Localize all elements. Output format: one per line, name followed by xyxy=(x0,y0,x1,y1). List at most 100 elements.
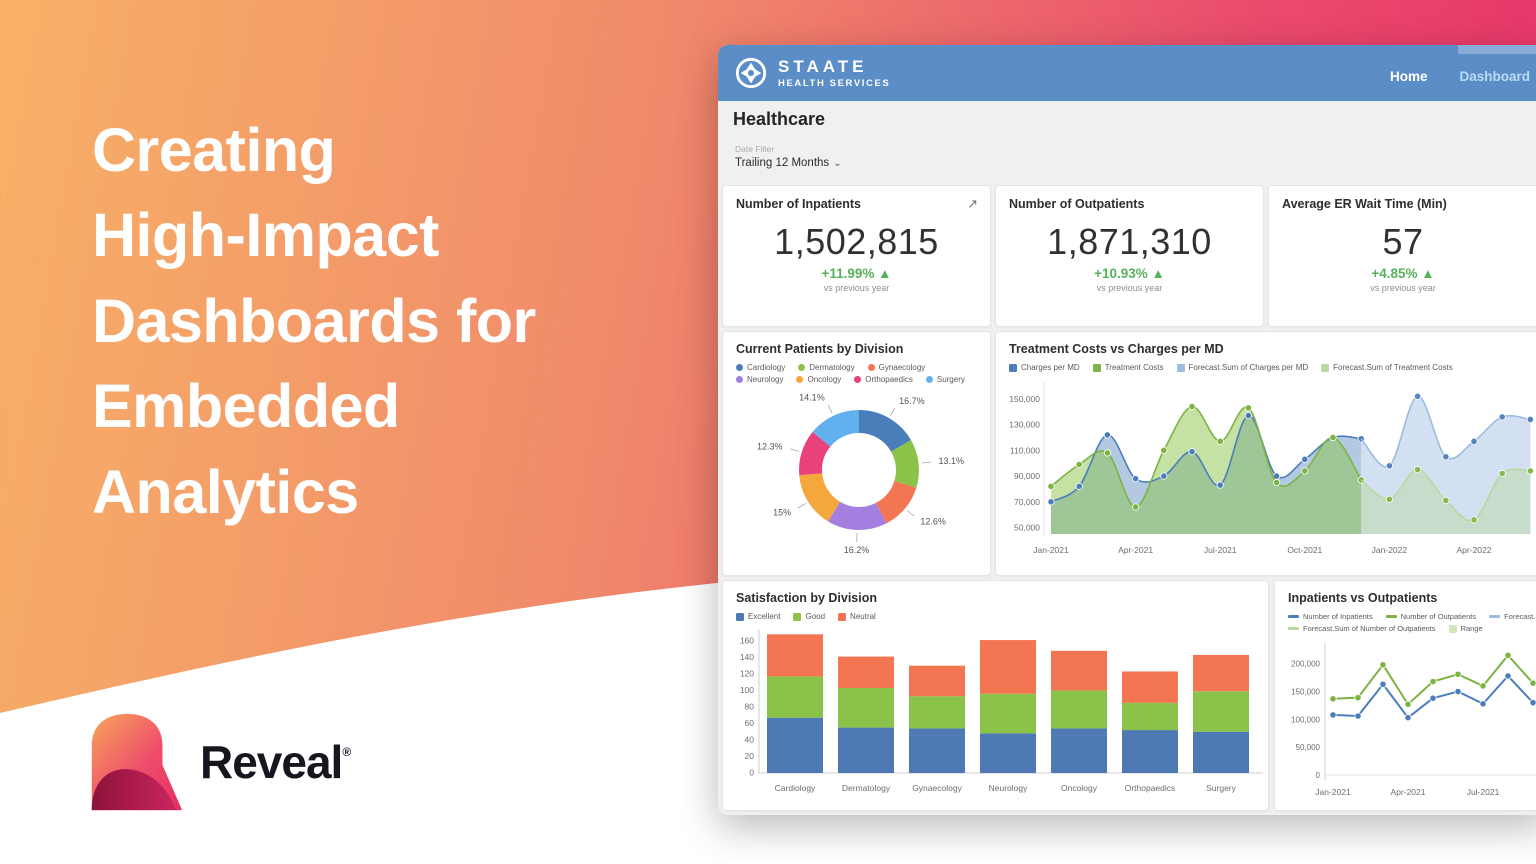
y-tick-label: 0 xyxy=(1316,771,1321,780)
donut-chart: 16.7% 13.1% 12.6% 16.2% 15% 12.3% 14.1% xyxy=(757,393,964,555)
data-point xyxy=(1132,503,1140,511)
legend-row: Number of Inpatients Number of Outpatient… xyxy=(1288,612,1536,621)
bar-segment xyxy=(1122,671,1178,703)
data-point xyxy=(1470,516,1478,524)
legend-marker xyxy=(854,376,862,383)
data-point xyxy=(1216,437,1224,445)
x-tick-label: Jan-2021 xyxy=(1315,787,1351,797)
legend-row: Neurology Oncology Orthopaedics Surgery xyxy=(736,375,990,384)
legend-label: Good xyxy=(805,612,826,621)
date-filter-label: Date Filter xyxy=(735,144,775,154)
donut-label-line xyxy=(921,461,931,464)
legend-marker xyxy=(736,364,743,371)
legend-item[interactable]: Number of Inpatients xyxy=(1288,612,1373,621)
data-point xyxy=(1160,472,1168,480)
legend-item[interactable]: Range xyxy=(1448,624,1483,633)
legend-item[interactable]: Forecast.Sum of Number of Inpatients xyxy=(1489,612,1536,621)
x-tick-label: Apr-2021 xyxy=(1118,545,1153,555)
staate-brand-subtitle: HEALTH SERVICES xyxy=(778,77,891,89)
data-point xyxy=(1244,404,1252,412)
bar-segment xyxy=(838,727,894,773)
kpi-note: vs previous year xyxy=(1370,283,1436,293)
legend-item[interactable]: Cardiology xyxy=(736,363,785,372)
x-category-label: Oncology xyxy=(1061,783,1098,793)
legend-label: Dermatology xyxy=(809,363,855,372)
y-tick-label: 110,000 xyxy=(1010,445,1040,455)
data-point xyxy=(1413,466,1422,474)
legend-item[interactable]: Number of Outpatients xyxy=(1385,612,1476,621)
bar-segment xyxy=(1193,654,1249,692)
data-point xyxy=(1075,460,1083,469)
legend-item[interactable]: Neurology xyxy=(736,375,783,384)
legend-label: Forecast.Sum of Number of Inpatients xyxy=(1504,612,1536,621)
legend-row: Cardiology Dermatology Gynaecology xyxy=(736,363,990,372)
legend-item[interactable]: Forecast.Sum of Charges per MD xyxy=(1176,363,1309,372)
donut-label-line xyxy=(797,503,806,509)
data-point xyxy=(1526,467,1535,475)
x-tick-label: Jul-2021 xyxy=(1204,545,1237,555)
legend-item[interactable]: Treatment Costs xyxy=(1092,363,1164,372)
hero-title: Creating High-Impact Dashboards for Embe… xyxy=(92,116,536,526)
chart-title: Current Patients by Division xyxy=(736,342,904,356)
y-tick-label: 60 xyxy=(745,718,755,728)
registered-mark: ® xyxy=(342,745,351,759)
nav-item-dashboard[interactable]: Dashboard xyxy=(1459,68,1530,84)
data-point xyxy=(1301,455,1309,463)
legend-label: Treatment Costs xyxy=(1104,363,1164,372)
legend-item[interactable]: Good xyxy=(793,612,825,621)
data-point xyxy=(1529,699,1536,707)
kpi-delta: +10.93% ▲ xyxy=(1094,266,1165,281)
legend-label: Forecast.Sum of Charges per MD xyxy=(1188,363,1309,372)
donut-legend: Cardiology Dermatology Gynaecology Neurolog… xyxy=(723,356,990,384)
legend-label: Range xyxy=(1460,624,1483,633)
x-tick-label: Jan-2022 xyxy=(1372,545,1408,555)
legend-marker xyxy=(1009,363,1017,372)
legend-item[interactable]: Orthopaedics xyxy=(854,375,913,384)
data-point xyxy=(1404,714,1412,722)
data-point xyxy=(1047,482,1055,490)
y-tick-label: 100,000 xyxy=(1291,715,1320,724)
data-point xyxy=(1504,651,1512,659)
data-point xyxy=(1047,498,1055,506)
data-point xyxy=(1301,467,1309,475)
y-tick-label: 120 xyxy=(740,668,754,678)
bar-segment xyxy=(1051,728,1107,773)
kpi-card-outpatients: Number of Outpatients 1,871,310 +10.93% … xyxy=(995,185,1264,327)
dashboard-nav: Home Dashboard xyxy=(1390,63,1530,84)
nav-item-home[interactable]: Home xyxy=(1389,68,1428,84)
legend-item[interactable]: Charges per MD xyxy=(1009,363,1080,372)
legend-item[interactable]: Excellent xyxy=(736,612,780,621)
data-point xyxy=(1454,670,1462,678)
legend-marker xyxy=(1176,363,1185,372)
donut-slice xyxy=(828,501,887,530)
x-category-label: Neurology xyxy=(989,783,1028,793)
y-tick-label: 40 xyxy=(745,734,755,744)
donut-slice xyxy=(812,410,859,447)
bar-segment xyxy=(1051,650,1107,691)
y-tick-label: 150,000 xyxy=(1291,688,1320,697)
y-tick-label: 70,000 xyxy=(1014,497,1040,507)
donut-slice xyxy=(859,410,912,452)
chevron-down-icon: ⌄ xyxy=(833,158,842,169)
y-tick-label: 200,000 xyxy=(1291,660,1320,669)
data-point xyxy=(1188,448,1196,456)
kpi-note: vs previous year xyxy=(823,283,890,293)
donut-label-line xyxy=(790,448,799,452)
date-filter-dropdown[interactable]: Trailing 12 Months ⌄ xyxy=(735,157,842,169)
legend-item[interactable]: Oncology xyxy=(796,375,841,384)
reveal-logo: Reveal® xyxy=(78,708,351,816)
legend-item[interactable]: Surgery xyxy=(925,375,965,384)
legend-item[interactable]: Forecast.Sum of Treatment Costs xyxy=(1321,363,1453,372)
kpi-value: 1,871,310 xyxy=(1047,221,1212,262)
legend-item[interactable]: Gynaecology xyxy=(867,363,925,372)
bar-segment xyxy=(1122,730,1178,773)
y-tick-label: 130,000 xyxy=(1009,420,1040,430)
expand-icon[interactable]: ↗ xyxy=(967,196,978,211)
legend-marker xyxy=(867,364,875,371)
data-point xyxy=(1103,431,1112,439)
legend-label: Neurology xyxy=(747,375,784,384)
legend-item[interactable]: Forecast.Sum of Number of Outpatients xyxy=(1288,624,1436,633)
y-tick-label: 50,000 xyxy=(1014,523,1040,533)
legend-item[interactable]: Neutral xyxy=(838,612,876,621)
legend-item[interactable]: Dermatology xyxy=(798,363,855,372)
